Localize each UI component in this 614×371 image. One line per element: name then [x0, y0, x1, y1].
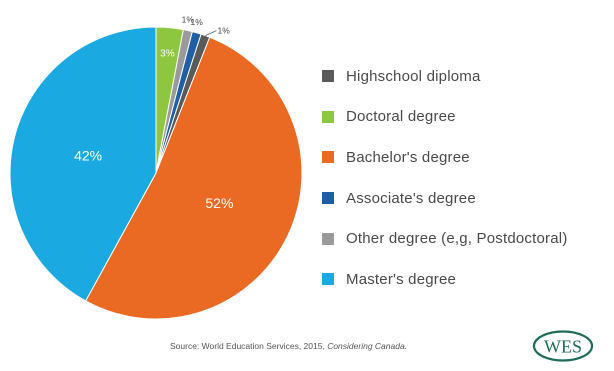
legend-item-master-s-degree: Master's degree: [322, 259, 568, 300]
legend-swatch: [322, 273, 334, 286]
legend-item-highschool-diploma: Highschool diploma: [322, 56, 568, 97]
legend-label: Bachelor's degree: [346, 148, 470, 166]
legend-swatch: [322, 110, 334, 123]
legend-item-bachelor-s-degree: Bachelor's degree: [322, 137, 568, 178]
pie-slice-master-s-degree: [9, 26, 157, 302]
slice-label-master-s-degree: 42%: [74, 148, 102, 164]
legend-swatch: [322, 151, 334, 164]
legend-label: Master's degree: [346, 270, 457, 288]
pie-slice-bachelor-s-degree: [84, 36, 303, 320]
wes-logo: WES: [532, 330, 594, 362]
slice-label-highschool-diploma: 1%: [218, 26, 231, 36]
chart-legend: Highschool diploma Doctoral degree Bachelo…: [322, 56, 568, 300]
legend-label: Other degree (e,g, Postdoctoral): [346, 230, 568, 248]
legend-item-associate-s-degree: Associate's degree: [322, 178, 568, 219]
slice-label-associate-s-degree: 1%: [191, 17, 204, 27]
source-text: Source: World Education Services, 2015,: [170, 341, 328, 351]
legend-label: Associate's degree: [346, 189, 476, 207]
source-note: Source: World Education Services, 2015, …: [170, 341, 407, 351]
leader-line-highschool-diploma: [205, 30, 217, 36]
legend-swatch: [322, 70, 334, 83]
legend-label: Highschool diploma: [346, 67, 481, 85]
legend-swatch: [322, 232, 334, 245]
legend-item-other-degree-e-g-postdoctoral: Other degree (e,g, Postdoctoral): [322, 218, 568, 259]
source-title: Considering Canada.: [327, 341, 408, 351]
legend-item-doctoral-degree: Doctoral degree: [322, 97, 568, 138]
slice-label-doctoral-degree: 3%: [160, 48, 175, 59]
wes-logo-text: WES: [544, 337, 582, 357]
legend-swatch: [322, 192, 334, 205]
slice-label-other-degree-e-g-postdoctoral: 1%: [182, 15, 195, 25]
legend-label: Doctoral degree: [346, 108, 456, 126]
slice-label-bachelor-s-degree: 52%: [205, 195, 233, 211]
